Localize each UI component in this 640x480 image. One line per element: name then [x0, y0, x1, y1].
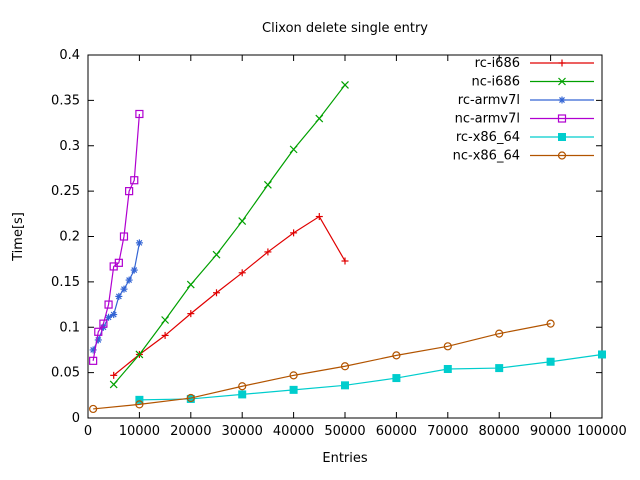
y-tick-label: 0.2	[59, 230, 80, 245]
x-tick-label: 10000	[119, 424, 160, 439]
series-line-nc-x86_64	[93, 323, 551, 410]
x-tick-label: 100000	[577, 424, 627, 439]
x-tick-label: 50000	[324, 424, 365, 439]
circle-open-marker	[289, 371, 298, 380]
circle-open-marker	[557, 151, 567, 160]
square-filled-marker	[341, 381, 349, 390]
y-axis-label: Time[s]	[11, 212, 26, 262]
cross-marker	[289, 145, 298, 154]
cross-marker	[315, 114, 324, 123]
legend-item-rc-armv7l: rc-armv7l	[458, 93, 594, 108]
series-line-rc-i686	[113, 215, 346, 376]
asterisk-marker	[121, 286, 127, 293]
legend-item-nc-armv7l: nc-armv7l	[455, 112, 594, 127]
circle-open-marker	[89, 404, 98, 414]
x-axis-label: Entries	[322, 451, 368, 466]
x-tick-label: 40000	[273, 424, 314, 439]
square-open-marker	[119, 232, 129, 241]
series-line-rc-armv7l	[92, 242, 140, 351]
cross-marker	[135, 350, 144, 359]
plot-border	[87, 54, 603, 419]
y-tick-label: 0.35	[51, 93, 80, 108]
x-tick-label: 60000	[376, 424, 417, 439]
legend-item-nc-x86_64: nc-x86_64	[453, 149, 594, 164]
y-tick-label: 0.25	[51, 184, 80, 199]
asterisk-marker	[110, 311, 117, 318]
legend-label-nc-x86_64: nc-x86_64	[453, 149, 520, 164]
asterisk-marker	[559, 97, 565, 103]
y-tick-label: 0.15	[51, 275, 80, 290]
series-line-rc-x86_64	[139, 353, 603, 401]
square-filled-marker	[598, 350, 606, 359]
x-tick-label: 90000	[530, 424, 571, 439]
circle-open-marker	[546, 319, 555, 328]
asterisk-marker	[126, 277, 133, 284]
square-open-marker	[94, 327, 103, 336]
square-filled-marker	[238, 390, 247, 399]
cross-marker	[212, 250, 221, 259]
circle-open-marker	[392, 351, 401, 360]
cross-marker	[263, 180, 272, 189]
legend-item-nc-i686: nc-i686	[471, 75, 594, 90]
circle-open-marker	[135, 400, 144, 409]
legend-label-rc-x86_64: rc-x86_64	[456, 130, 520, 145]
y-tick-label: 0.3	[59, 139, 80, 154]
circle-open-marker	[495, 329, 504, 338]
legend-label-nc-armv7l: nc-armv7l	[455, 112, 520, 127]
square-open-marker	[130, 176, 139, 185]
cross-marker	[341, 81, 349, 89]
y-tick-label: 0.1	[59, 320, 80, 335]
x-tick-label: 20000	[170, 424, 211, 439]
square-open-marker	[114, 258, 123, 267]
cross-marker	[186, 280, 195, 289]
cross-marker	[238, 217, 247, 225]
x-tick-label: 80000	[479, 424, 520, 439]
square-open-marker	[557, 114, 567, 123]
y-tick-label: 0	[72, 411, 80, 426]
asterisk-marker	[105, 314, 112, 321]
legend-label-rc-armv7l: rc-armv7l	[458, 93, 520, 108]
legend-label-rc-i686: rc-i686	[475, 56, 520, 71]
square-open-marker	[104, 300, 113, 309]
square-filled-marker	[135, 395, 144, 404]
square-filled-marker	[443, 364, 452, 373]
circle-open-marker	[186, 393, 195, 403]
series-line-nc-i686	[113, 84, 346, 385]
x-tick-label: 0	[84, 424, 92, 439]
asterisk-marker	[136, 239, 143, 246]
chart-title: Clixon delete single entry	[262, 21, 428, 36]
legend-label-nc-i686: nc-i686	[471, 75, 520, 90]
circle-open-marker	[443, 342, 452, 351]
cross-marker	[109, 380, 118, 389]
cross-marker	[558, 77, 566, 86]
square-open-marker	[89, 356, 98, 365]
square-filled-marker	[392, 374, 401, 383]
square-open-marker	[125, 187, 134, 196]
square-open-marker	[135, 109, 144, 119]
circle-open-marker	[340, 362, 350, 371]
square-filled-marker	[546, 357, 555, 366]
square-open-marker	[99, 319, 108, 328]
square-filled-marker	[558, 133, 566, 141]
asterisk-marker	[131, 267, 138, 274]
legend-item-rc-i686: rc-i686	[475, 56, 594, 71]
x-tick-label: 30000	[222, 424, 263, 439]
y-tick-label: 0.05	[51, 366, 80, 381]
circle-open-marker	[238, 382, 247, 391]
cross-marker	[161, 316, 170, 324]
asterisk-marker	[115, 293, 122, 300]
x-tick-label: 70000	[427, 424, 468, 439]
y-tick-label: 0.4	[59, 48, 80, 63]
legend-item-rc-x86_64: rc-x86_64	[456, 130, 594, 145]
square-filled-marker	[289, 385, 298, 394]
square-filled-marker	[495, 364, 504, 373]
